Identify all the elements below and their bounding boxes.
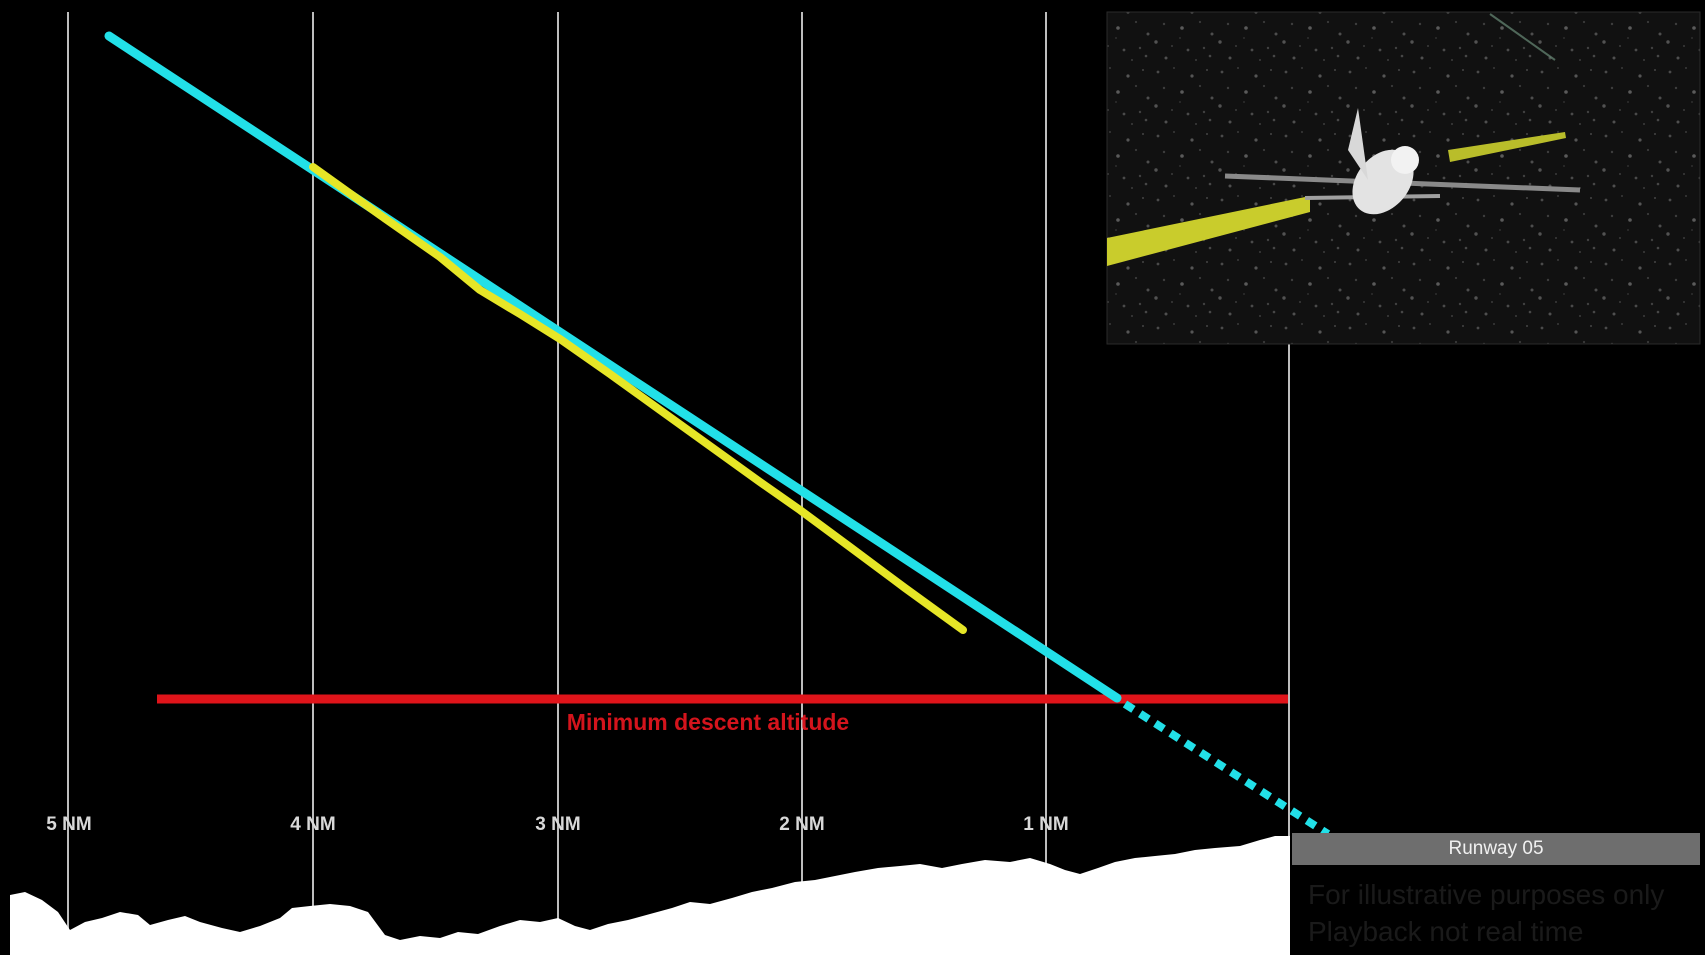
planned-approach-path: [104, 31, 1122, 703]
distance-label-4nm: 4 NM: [290, 814, 335, 835]
disclaimer: For illustrative purposes only Playback …: [1308, 876, 1664, 950]
aircraft-icon: [1224, 108, 1581, 215]
runway-label-bar: Runway 05: [1292, 833, 1700, 865]
distance-label-2nm: 2 NM: [779, 814, 824, 835]
distance-labels: 5 NM 4 NM 3 NM 2 NM 1 NM: [46, 814, 1068, 835]
aircraft-camera-inset: [1106, 11, 1701, 345]
disclaimer-line-2: Playback not real time: [1308, 916, 1584, 947]
distance-label-5nm: 5 NM: [46, 814, 91, 835]
distance-label-1nm: 1 NM: [1023, 814, 1068, 835]
disclaimer-line-1: For illustrative purposes only: [1308, 879, 1665, 910]
terrain-profile: [10, 836, 1290, 955]
runway-label: Runway 05: [1448, 838, 1544, 859]
mda-label: Minimum descent altitude: [567, 709, 849, 735]
planned-path-extension: [1122, 700, 1331, 838]
distance-label-3nm: 3 NM: [535, 814, 580, 835]
actual-flight-path: [309, 163, 967, 634]
